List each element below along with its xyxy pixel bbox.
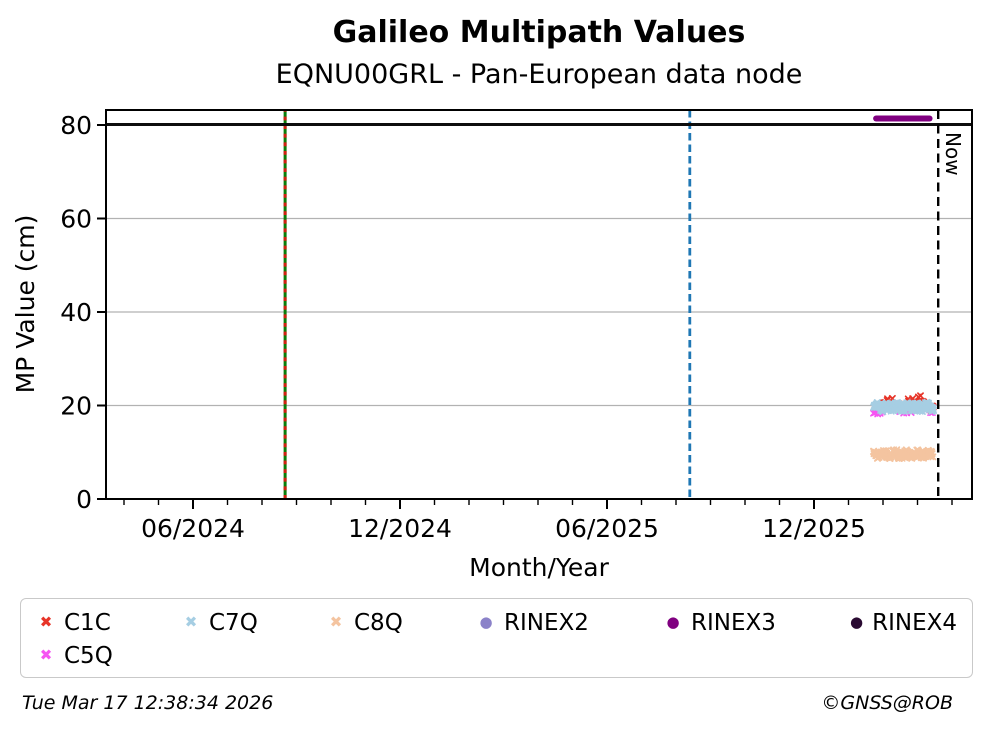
data-point <box>929 453 937 461</box>
footer-copyright: ©GNSS@ROB <box>821 692 953 714</box>
dot-marker-icon: ● <box>850 613 864 631</box>
chart-title: Galileo Multipath Values <box>333 15 746 50</box>
y-tick-label: 80 <box>60 111 92 140</box>
y-axis-label: MP Value (cm) <box>11 215 40 394</box>
legend-label: C8Q <box>354 609 403 636</box>
y-tick-label: 20 <box>60 392 92 421</box>
chart-legend: ✖ C1C ✖ C7Q ✖ C8Q ● RINEX2 ● RINEX3 ● RI… <box>20 598 973 678</box>
legend-item-c1c: ✖ C1C <box>34 606 179 639</box>
x-tick-label: 06/2024 <box>141 514 245 543</box>
plot-area: Now 0 20 40 60 80 06/2024 12/2024 06/2025 12/2025 <box>60 109 973 543</box>
legend-label: RINEX2 <box>504 609 589 636</box>
footer-timestamp: Tue Mar 17 12:38:34 2026 <box>22 692 274 714</box>
chart-canvas: Galileo Multipath Values EQNU00GRL - Pan… <box>11 15 973 582</box>
y-tick-label: 0 <box>76 485 92 514</box>
dot-marker-icon: ● <box>666 613 680 631</box>
y-tick-label: 60 <box>60 205 92 234</box>
x-tick-label: 12/2024 <box>348 514 452 543</box>
legend-item-rinex2: ● RINEX2 <box>474 606 661 639</box>
x-marker-icon: ✖ <box>39 613 53 631</box>
x-marker-icon: ✖ <box>39 646 53 664</box>
dot-marker-icon: ● <box>479 613 493 631</box>
chart-footer: Tue Mar 17 12:38:34 2026 ©GNSS@ROB <box>0 692 993 714</box>
legend-item-rinex4: ● RINEX4 <box>847 606 957 639</box>
series-c8q <box>870 446 937 463</box>
x-marker-icon: ✖ <box>329 613 343 631</box>
x-marker-icon: ✖ <box>184 613 198 631</box>
legend-label: RINEX3 <box>691 609 776 636</box>
x-tick-label: 12/2025 <box>762 514 866 543</box>
legend-item-c5q: ✖ C5Q <box>34 639 179 672</box>
axes-frame <box>105 109 973 500</box>
data-point <box>917 392 924 400</box>
x-axis-label: Month/Year <box>469 553 609 582</box>
chart-subtitle: EQNU00GRL - Pan-European data node <box>276 59 803 90</box>
legend-label: C5Q <box>64 642 113 669</box>
legend-label: C7Q <box>209 609 258 636</box>
x-tick-label: 06/2025 <box>555 514 659 543</box>
data-point <box>930 407 937 415</box>
legend-item-c7q: ✖ C7Q <box>179 606 324 639</box>
legend-label: RINEX4 <box>872 609 957 636</box>
legend-item-c8q: ✖ C8Q <box>324 606 474 639</box>
now-label: Now <box>941 132 965 176</box>
legend-item-rinex3: ● RINEX3 <box>661 606 847 639</box>
y-tick-label: 40 <box>60 298 92 327</box>
series-c7q <box>870 398 937 416</box>
legend-label: C1C <box>64 609 111 636</box>
